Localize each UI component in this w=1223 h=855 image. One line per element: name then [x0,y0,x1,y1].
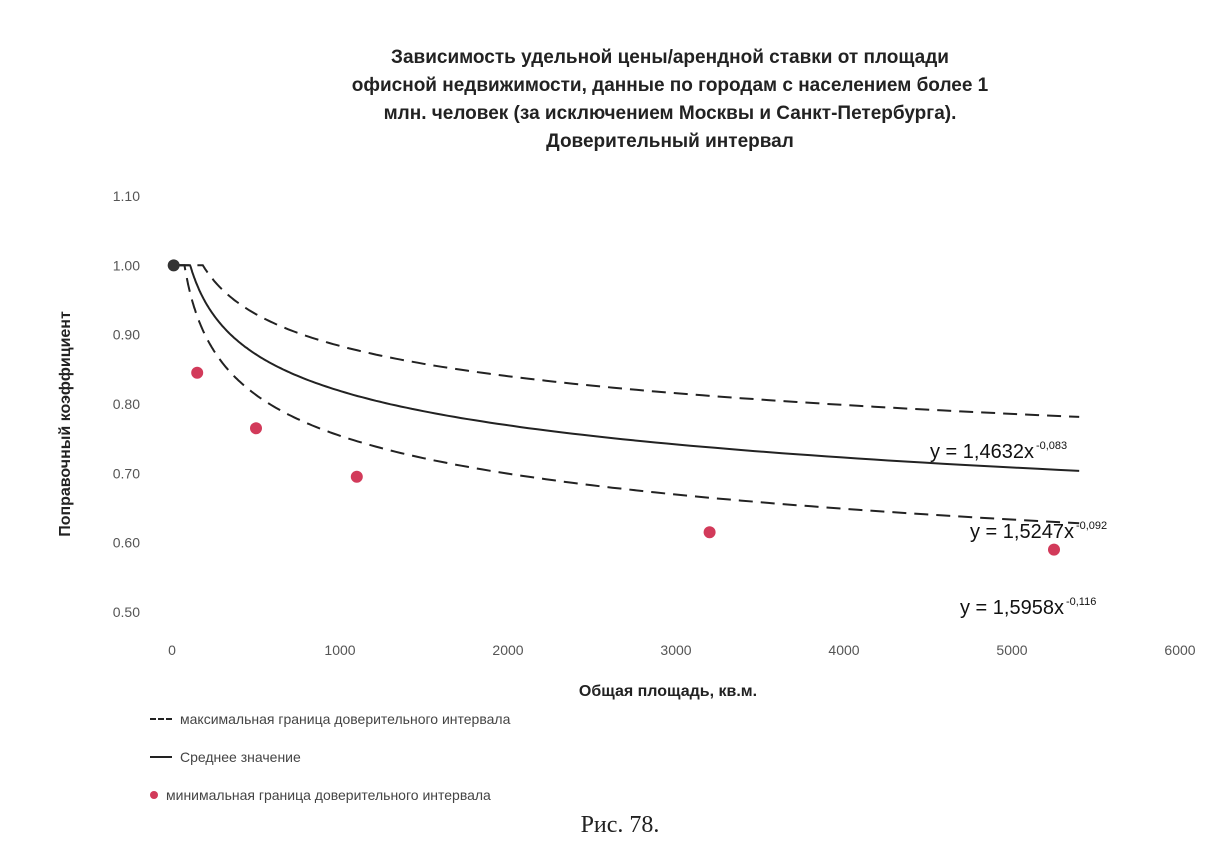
legend-item-max: максимальная граница доверительного инте… [150,700,850,738]
y-tick-label: 0.50 [113,604,140,620]
chart-title-line-2: офисной недвижимости, данные по городам … [351,75,989,96]
legend-label-max: максимальная граница доверительного инте… [180,711,511,727]
data-point [250,422,262,435]
max-bound-line [175,264,1080,418]
y-tick-label: 0.70 [113,465,140,481]
figure-caption: Рис. 78. [580,812,660,838]
x-tick-label: 6000 [1164,642,1195,658]
data-point [350,470,363,483]
equation-exponent-label: -0,083 [1036,440,1067,452]
x-tick-label: 5000 [996,642,1027,658]
equation-exponent-label: -0,116 [1066,596,1096,608]
equation-label: y = 1,5958x [960,597,1064,619]
chart-plot: 0.50 0.60 0.70 0.80 0.90 1.00 1.10 0 1000 2000 300… [57,188,1196,700]
chart-title-line-3: млн. человек (за исключением Москвы и Са… [383,103,957,124]
legend-item-mean: Среднее значение [150,738,850,776]
chart-legend: максимальная граница доверительного инте… [150,700,850,814]
legend-swatch-solid [150,756,172,758]
legend-swatch-point [150,791,158,799]
data-point [191,366,204,379]
y-tick-label: 0.80 [113,396,140,412]
x-axis-label: Общая площадь, кв.м. [579,683,757,700]
legend-label-min: минимальная граница доверительного интер… [166,787,491,803]
chart-title: Зависимость удельной цены/арендной ставк… [230,44,1110,156]
chart-title-line-4: Доверительный интервал [546,131,794,152]
chart-title-line-1: Зависимость удельной цены/арендной ставк… [391,47,949,68]
data-point [1048,543,1060,556]
min-bound-line [175,264,1080,525]
y-tick-label: 0.90 [113,327,140,343]
equation-label: y = 1,4632x [930,441,1034,463]
x-tick-label: 0 [168,642,176,658]
data-point [167,259,180,272]
x-tick-label: 2000 [492,642,523,658]
legend-item-min: минимальная граница доверительного интер… [150,776,850,814]
equation-label: y = 1,5247x [970,521,1074,543]
data-point [703,526,716,539]
x-tick-label: 1000 [324,642,355,658]
y-tick-label: 1.00 [113,257,140,273]
y-tick-label: 1.10 [113,188,140,204]
y-axis-label: Поправочный коэффициент [57,311,74,537]
x-tick-label: 4000 [828,642,859,658]
legend-swatch-dashed [150,718,172,720]
legend-label-mean: Среднее значение [180,749,301,765]
x-tick-label: 3000 [660,642,691,658]
equation-exponent-label: -0,092 [1076,520,1107,532]
y-tick-label: 0.60 [113,535,140,551]
